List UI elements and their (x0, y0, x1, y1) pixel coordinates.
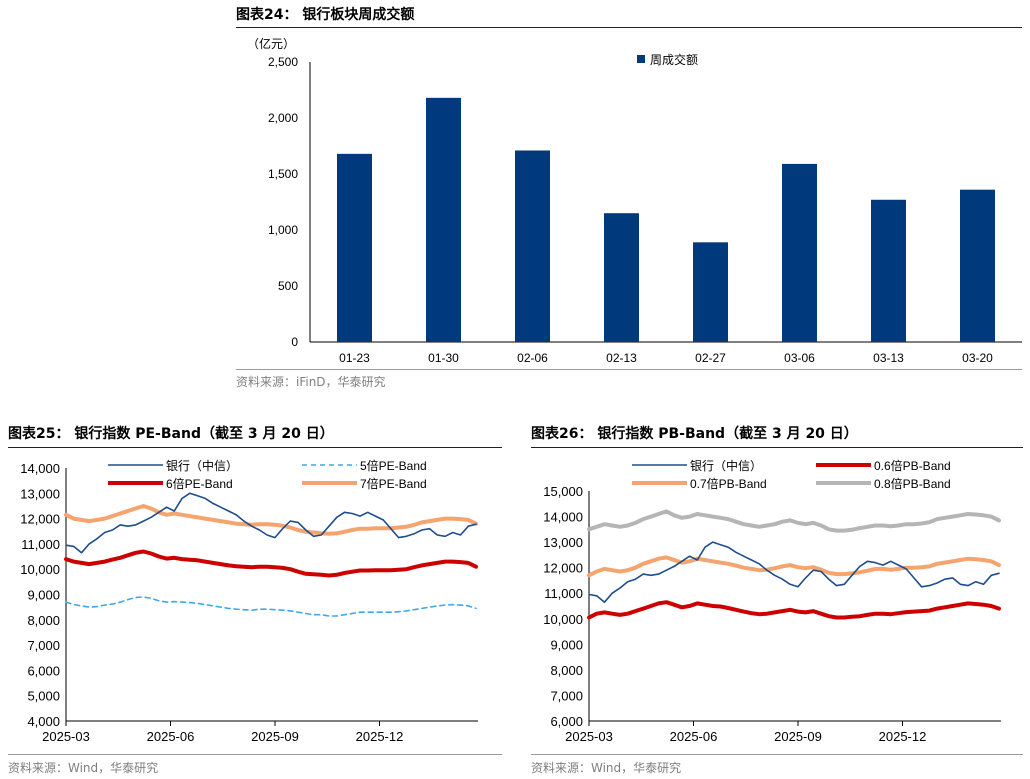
chart26-y-tick-label: 12,000 (543, 561, 583, 576)
chart26-series-line (589, 542, 999, 602)
chart26-y-tick-label: 9,000 (550, 637, 583, 652)
chart26-y-tick-label: 13,000 (543, 535, 583, 550)
chart26-legend-label: 银行（中信） (690, 458, 762, 473)
chart26-legend-label: 0.6倍PB-Band (874, 458, 951, 473)
chart26-x-tick-label: 2025-12 (879, 729, 927, 744)
chart26-series-line (589, 511, 999, 530)
chart26-x-tick-label: 2025-03 (565, 729, 613, 744)
chart26-bottom-rule (531, 754, 1023, 755)
chart26-y-tick-label: 8,000 (550, 663, 583, 678)
chart26-y-tick-label: 10,000 (543, 612, 583, 627)
chart26-series-line (589, 557, 999, 575)
chart26-y-tick-label: 14,000 (543, 510, 583, 525)
chart26-y-tick-label: 15,000 (543, 484, 583, 499)
chart26-legend-label: 0.7倍PB-Band (690, 476, 767, 491)
chart26-x-tick-label: 2025-09 (774, 729, 822, 744)
chart26-x-tick-label: 2025-06 (670, 729, 718, 744)
chart26-legend-label: 0.8倍PB-Band (874, 476, 951, 491)
chart26-y-tick-label: 7,000 (550, 688, 583, 703)
chart26-source: 资料来源：Wind，华泰研究 (531, 759, 681, 776)
chart26-y-tick-label: 6,000 (550, 714, 583, 729)
chart26-y-tick-label: 11,000 (544, 586, 583, 601)
chart26-series-line (589, 602, 999, 617)
